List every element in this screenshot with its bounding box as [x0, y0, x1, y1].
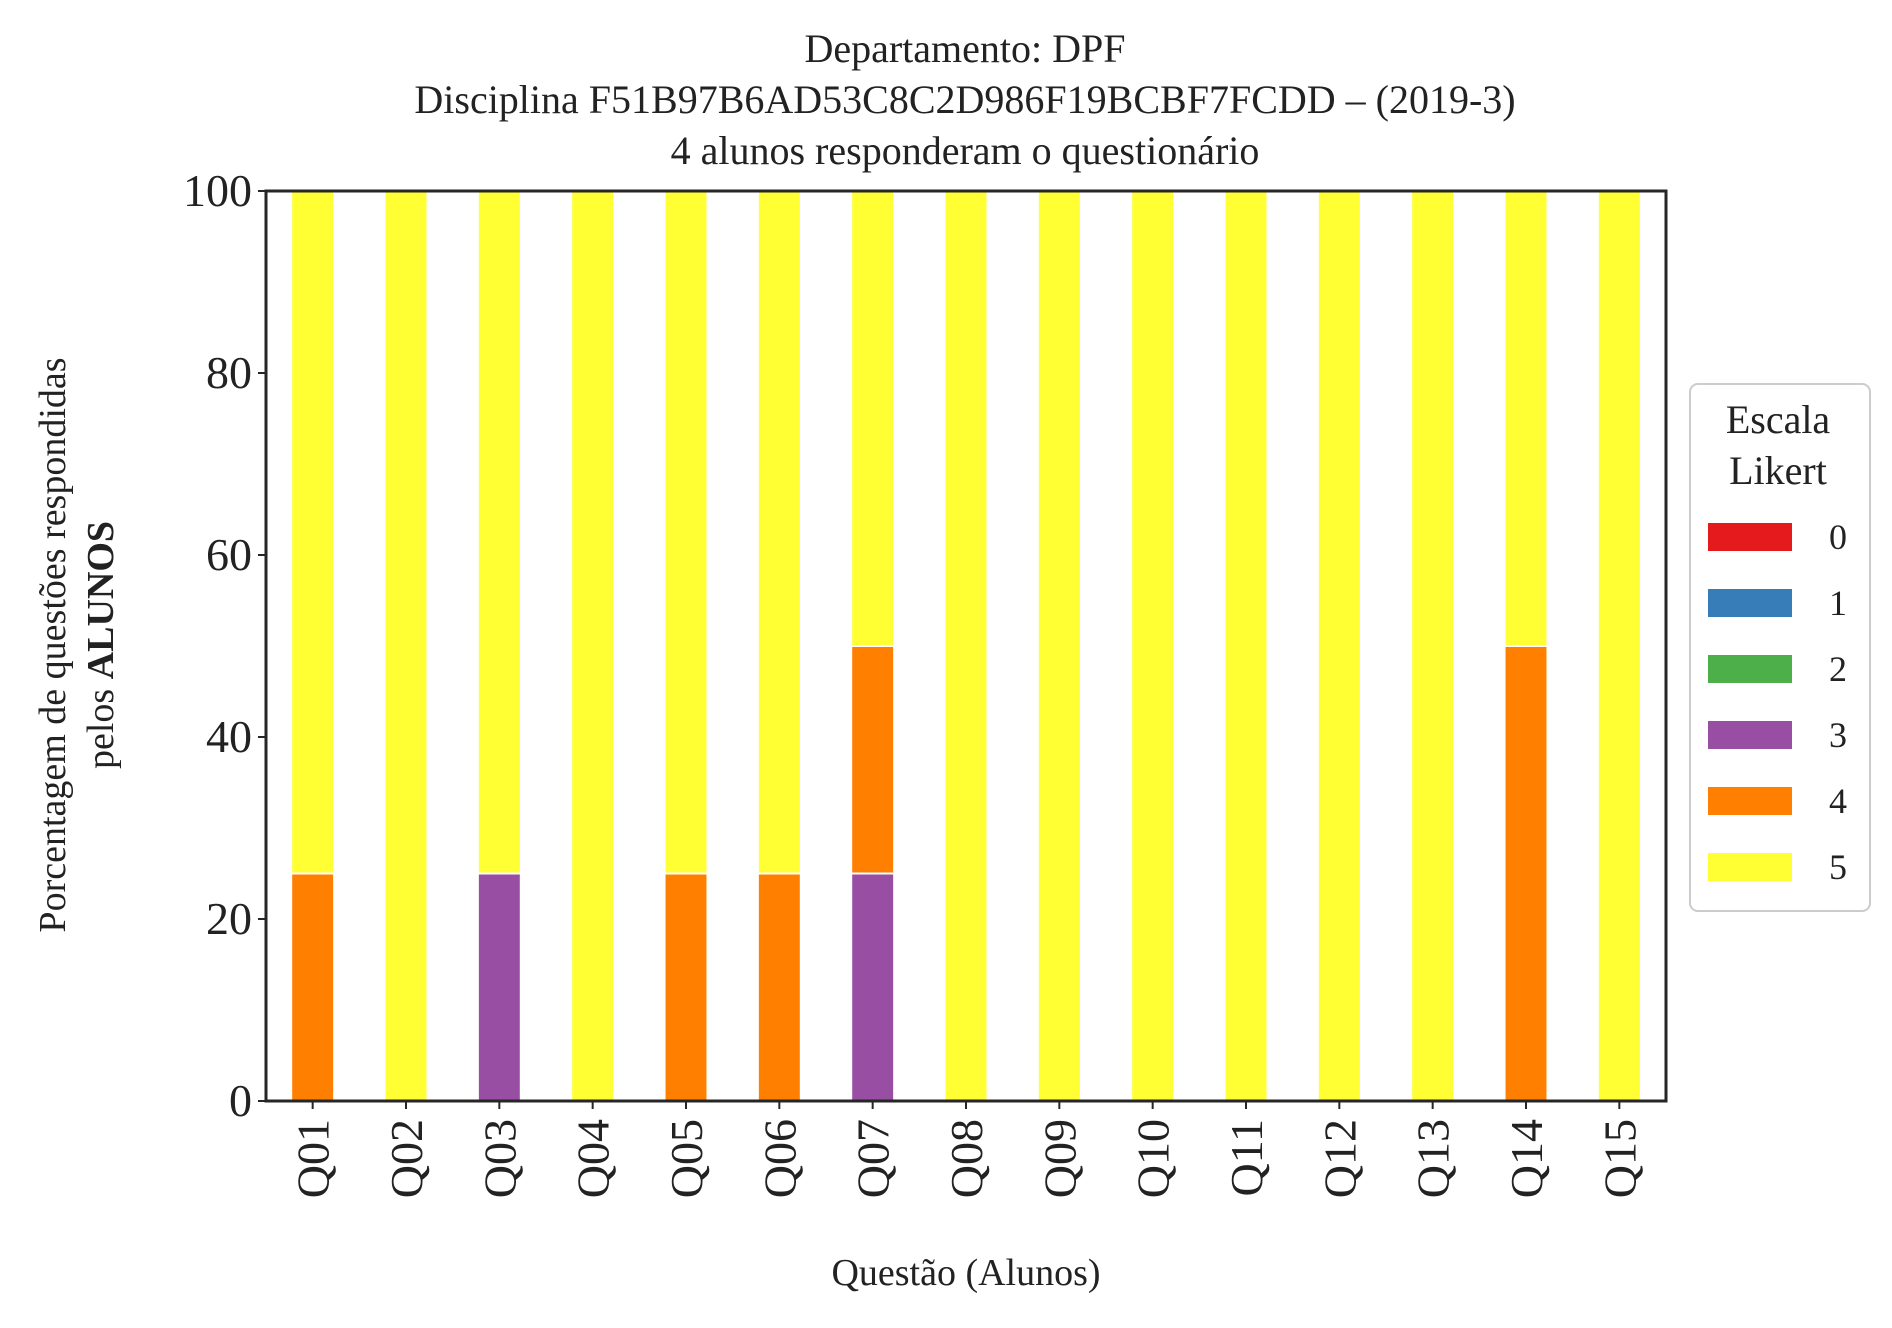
x-tick-label-q05: Q05 [661, 1119, 712, 1198]
y-tick-label: 80 [206, 347, 252, 398]
y-tick-label: 0 [229, 1075, 252, 1126]
y-axis-label-line-1: Porcentagem de questões respondidas [32, 357, 74, 932]
chart-title: Departamento: DPF Disciplina F51B97B6AD5… [414, 26, 1515, 173]
x-ticks-group: Q01 Q02 Q03 Q04 Q05 Q06 Q07 Q08 Q09 Q10 Q11 Q12 Q13 Q… [288, 1101, 1645, 1198]
x-tick-label-q07: Q07 [848, 1119, 899, 1198]
x-tick-label-q08: Q08 [941, 1119, 992, 1198]
bar-segment-q01-scale-5 [290, 190, 336, 875]
x-tick-label-q13: Q13 [1408, 1119, 1459, 1198]
x-tick-label-q02: Q02 [381, 1119, 432, 1198]
x-tick-label-q06: Q06 [754, 1119, 805, 1198]
bar-segment-q06-scale-5 [756, 190, 802, 875]
x-tick-label-q15: Q15 [1594, 1119, 1645, 1198]
bar-segment-q06-scale-4 [756, 872, 802, 1102]
legend-swatch-4 [1708, 787, 1792, 815]
legend-label-5: 5 [1829, 847, 1847, 887]
y-axis-label-bold: ALUNOS [80, 521, 122, 679]
legend-label-1: 1 [1829, 583, 1847, 623]
bar-segment-q11-scale-5 [1223, 190, 1269, 1102]
y-axis-label: Porcentagem de questões respondidas pelo… [32, 357, 122, 932]
x-tick-label-q03: Q03 [474, 1119, 525, 1198]
plot-frame [264, 189, 1668, 1103]
x-tick-label-q10: Q10 [1128, 1119, 1179, 1198]
bar-segment-q05-scale-4 [663, 872, 709, 1102]
bar-segment-q10-scale-5 [1130, 190, 1176, 1102]
y-ticks-group: 0 20 40 60 80 100 [183, 165, 266, 1126]
legend-label-2: 2 [1829, 649, 1847, 689]
bar-segment-q13-scale-5 [1410, 190, 1456, 1102]
y-tick-label: 60 [206, 529, 252, 580]
y-tick-label: 40 [206, 711, 252, 762]
legend-swatch-3 [1708, 721, 1792, 749]
bar-segment-q03-scale-3 [476, 872, 522, 1102]
legend-label-4: 4 [1829, 781, 1847, 821]
bar-segment-q02-scale-5 [383, 190, 429, 1102]
bar-segment-q14-scale-4 [1503, 645, 1549, 1102]
x-tick-label-q09: Q09 [1034, 1119, 1085, 1198]
bar-segment-q14-scale-5 [1503, 190, 1549, 647]
legend-title-line-2: Likert [1729, 448, 1827, 493]
title-line-1: Departamento: DPF [804, 26, 1125, 71]
legend: Escala Likert 0 1 2 3 4 5 [1689, 383, 1871, 912]
legend-swatch-2 [1708, 655, 1792, 683]
x-axis-label: Questão (Alunos) [831, 1252, 1100, 1294]
bar-segment-q07-scale-5 [850, 190, 896, 647]
legend-items: 0 1 2 3 4 5 [1708, 517, 1847, 887]
x-tick-label-q12: Q12 [1314, 1119, 1365, 1198]
legend-swatch-0 [1708, 523, 1792, 551]
bar-segment-q07-scale-4 [850, 645, 896, 875]
title-line-3: 4 alunos responderam o questionário [671, 128, 1260, 173]
x-tick-label-q14: Q14 [1501, 1119, 1552, 1198]
legend-swatch-1 [1708, 589, 1792, 617]
bar-segment-q01-scale-4 [290, 872, 336, 1102]
legend-title-line-1: Escala [1726, 397, 1831, 442]
bar-segment-q07-scale-3 [850, 872, 896, 1102]
y-axis-label-prefix: pelos [80, 679, 122, 769]
y-tick-label: 100 [183, 165, 252, 216]
x-tick-label-q04: Q04 [568, 1119, 619, 1198]
legend-label-3: 3 [1829, 715, 1847, 755]
legend-label-0: 0 [1829, 517, 1847, 557]
bar-segment-q09-scale-5 [1036, 190, 1082, 1102]
title-line-2: Disciplina F51B97B6AD53C8C2D986F19BCBF7F… [414, 77, 1515, 122]
bars-group [290, 190, 1642, 1102]
bar-segment-q03-scale-5 [476, 190, 522, 875]
bar-segment-q08-scale-5 [943, 190, 989, 1102]
bar-segment-q15-scale-5 [1596, 190, 1642, 1102]
y-axis-label-line-2: pelos ALUNOS [80, 521, 122, 769]
x-tick-label-q01: Q01 [288, 1119, 339, 1198]
y-tick-label: 20 [206, 893, 252, 944]
legend-box [1689, 383, 1871, 912]
bar-segment-q12-scale-5 [1316, 190, 1362, 1102]
bar-segment-q04-scale-5 [570, 190, 616, 1102]
x-tick-label-q11: Q11 [1221, 1119, 1272, 1197]
legend-swatch-5 [1708, 853, 1792, 881]
bar-segment-q05-scale-5 [663, 190, 709, 875]
